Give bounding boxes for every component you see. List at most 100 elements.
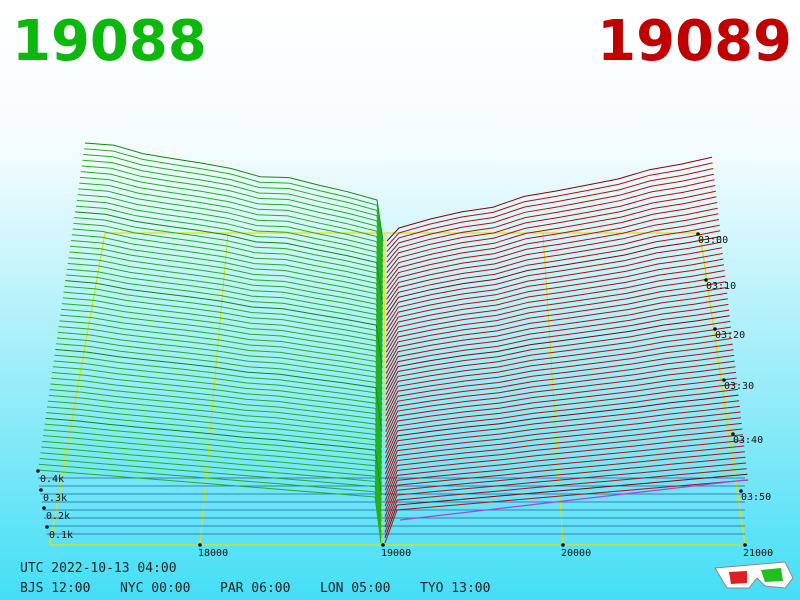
time-zones: BJS 12:00 NYC 00:00 PAR 06:00 LON 05:00 TYO …: [20, 581, 490, 596]
ask-depth-row: [384, 451, 745, 517]
3d-glasses-icon[interactable]: [714, 561, 794, 589]
bid-depth-row: [47, 406, 382, 485]
depth-tick: [42, 506, 46, 510]
bid-depth-row: [84, 148, 384, 247]
ask-depth-row: [385, 388, 738, 459]
ask-depth-row: [385, 360, 735, 432]
time-tick-label: 03:40: [733, 435, 763, 446]
zone-time: PAR 06:00: [220, 581, 290, 596]
bid-depth-row: [46, 412, 382, 491]
price-tick: [561, 543, 565, 547]
time-tick: [713, 327, 717, 331]
bid-depth-row: [41, 446, 382, 522]
ask-depth-row: [386, 219, 719, 300]
bid-depth-row: [64, 285, 383, 374]
time-tick: [704, 278, 708, 282]
ask-depth-row: [385, 366, 736, 438]
bid-depth-row: [71, 234, 383, 326]
bid-depth-row: [77, 194, 384, 289]
ask-depth-row: [386, 207, 718, 289]
bid-depth-row: [59, 320, 383, 406]
bid-depth-row: [43, 429, 382, 506]
bid-depth-row: [80, 176, 384, 273]
ask-depth-row: [384, 468, 747, 533]
ask-edge: [399, 479, 746, 521]
depth-tick-label: 0.2k: [46, 511, 70, 522]
ask-depth-row: [385, 275, 726, 353]
bid-depth-row: [83, 153, 384, 252]
depth-tick-label: 0.1k: [49, 530, 73, 541]
bid-depth-row: [50, 383, 383, 464]
ask-depth-row: [385, 349, 734, 422]
depth-tick-label: 0.4k: [40, 474, 64, 485]
ask-depth-row: [384, 439, 744, 507]
bid-depth-row: [62, 297, 383, 385]
bid-depth-row: [51, 377, 383, 459]
bid-depth-row: [68, 257, 383, 348]
time-tick-label: 03:30: [724, 381, 754, 392]
bid-depth-row: [84, 142, 384, 242]
bid-depth-row: [56, 337, 383, 422]
bid-depth-row: [51, 371, 383, 453]
zone-time: BJS 12:00: [20, 581, 90, 596]
time-tick: [696, 232, 700, 236]
ask-depth-row: [386, 224, 720, 305]
time-tick: [739, 489, 743, 493]
bid-depth-row: [70, 240, 383, 332]
ask-depth-row: [385, 292, 728, 369]
ask-depth-row: [386, 173, 715, 258]
price-tick-label: 21000: [743, 548, 773, 559]
ask-depth-row: [385, 270, 725, 348]
price-grid-line: [382, 232, 386, 546]
bid-depth-row: [75, 211, 384, 305]
bid-depth-row: [60, 314, 383, 401]
ask-depth-row: [386, 168, 714, 252]
ask-depth-row: [385, 337, 733, 411]
bid-depth-row: [40, 452, 382, 528]
bid-depth-row: [57, 331, 383, 416]
ask-depth-row: [386, 196, 717, 279]
time-tick-label: 03:20: [715, 330, 745, 341]
price-tick: [198, 543, 202, 547]
zone-time: TYO 13:00: [420, 581, 490, 596]
bid-depth-row: [76, 199, 384, 295]
bid-depth-row: [49, 389, 382, 469]
bid-depth-row: [74, 217, 384, 310]
ask-depth-row: [385, 394, 739, 464]
ask-depth-row: [385, 320, 731, 395]
ask-depth-row: [385, 309, 730, 385]
ask-depth-row: [384, 411, 741, 480]
ask-depth-row: [385, 287, 727, 364]
bid-depth-row: [42, 440, 382, 517]
time-tick-label: 03:10: [706, 281, 736, 292]
bid-depth-row: [37, 469, 382, 544]
bid-depth-row: [52, 366, 383, 448]
ask-depth-row: [385, 354, 735, 427]
bid-price: 19088: [12, 9, 207, 74]
ask-depth-row: [386, 156, 713, 242]
bid-depth-row: [75, 205, 384, 300]
bid-depth-row: [55, 349, 383, 432]
bid-depth-row: [54, 354, 383, 438]
bid-depth-row: [53, 360, 383, 443]
ask-depth-row: [385, 303, 729, 379]
ask-depth-row: [385, 371, 737, 443]
bid-depth-row: [45, 417, 382, 496]
bid-depth-row: [48, 394, 382, 475]
bid-depth-row: [65, 274, 383, 363]
ask-depth-row: [385, 298, 728, 374]
bid-depth-row: [72, 228, 383, 321]
ask-depth-row: [385, 343, 733, 417]
ask-depth-row: [384, 456, 746, 522]
ask-depth-row: [385, 315, 730, 390]
utc-time: UTC 2022-10-13 04:00: [20, 561, 177, 576]
ask-depth-row: [386, 162, 713, 247]
bid-depth-row: [61, 308, 383, 395]
bid-depth-row: [56, 343, 383, 427]
ask-price: 19089: [597, 9, 792, 74]
bid-depth-row: [69, 251, 383, 342]
plot: 0.4k 0.3k 0.2k 0.1k 18000 19000 20000 21000 03:0…: [36, 142, 773, 559]
time-tick-label: 03:00: [698, 235, 728, 246]
ask-depth-row: [384, 445, 745, 512]
time-tick-label: 03:50: [741, 492, 771, 503]
